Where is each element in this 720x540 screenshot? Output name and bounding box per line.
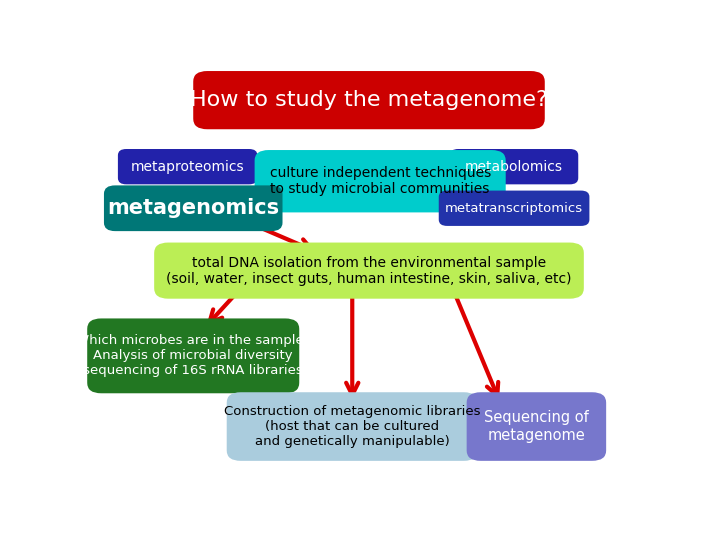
FancyBboxPatch shape: [450, 149, 578, 184]
Text: total DNA isolation from the environmental sample
(soil, water, insect guts, hum: total DNA isolation from the environment…: [166, 255, 572, 286]
Text: Which microbes are in the sample?
Analysis of microbial diversity
(sequencing of: Which microbes are in the sample? Analys…: [76, 334, 310, 377]
FancyBboxPatch shape: [467, 392, 606, 461]
Text: Construction of metagenomic libraries
(host that can be cultured
and genetically: Construction of metagenomic libraries (h…: [224, 405, 480, 448]
Text: metagenomics: metagenomics: [107, 198, 279, 218]
Text: Sequencing of
metagenome: Sequencing of metagenome: [484, 410, 589, 443]
Text: metatranscriptomics: metatranscriptomics: [445, 202, 583, 215]
Text: metaproteomics: metaproteomics: [131, 160, 245, 174]
Text: metabolomics: metabolomics: [465, 160, 563, 174]
FancyBboxPatch shape: [118, 149, 258, 184]
Text: culture independent techniques
to study microbial communities: culture independent techniques to study …: [269, 166, 491, 197]
FancyBboxPatch shape: [227, 392, 478, 461]
FancyBboxPatch shape: [87, 319, 300, 393]
Text: How to study the metagenome?: How to study the metagenome?: [190, 90, 548, 110]
FancyBboxPatch shape: [104, 185, 282, 231]
FancyBboxPatch shape: [438, 191, 590, 226]
FancyBboxPatch shape: [193, 71, 545, 129]
FancyBboxPatch shape: [255, 150, 505, 212]
FancyBboxPatch shape: [154, 242, 584, 299]
